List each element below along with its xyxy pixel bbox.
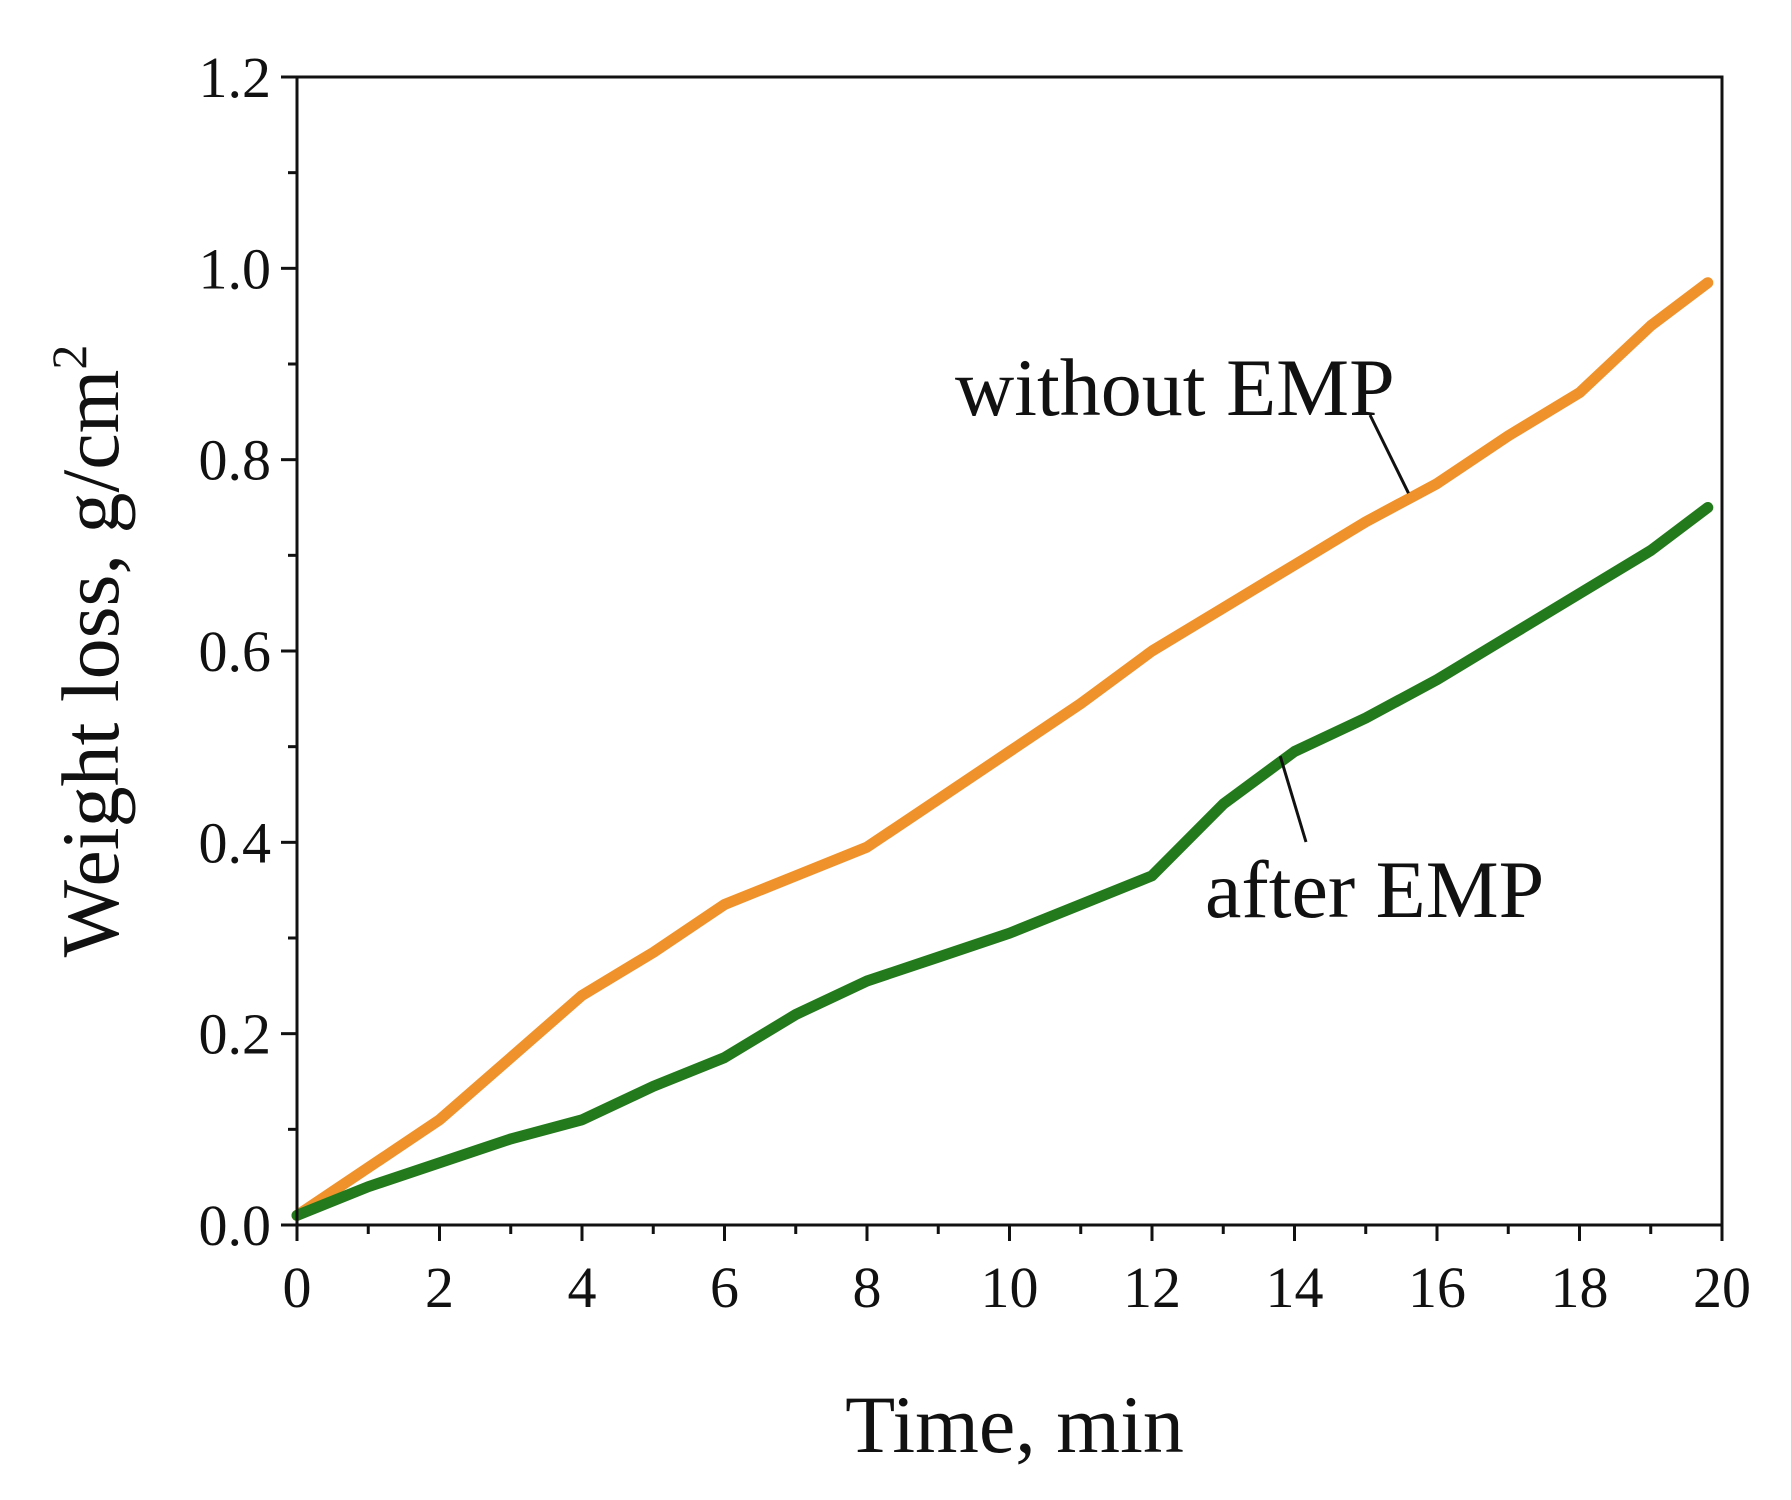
labels-layer: 0 2 4 6 8 10 12 14 16 18 20 0.0 0.2 0.4 0.6 0.8 1.0 1.2: [199, 45, 1752, 1320]
x-tick-label: 12: [1123, 1255, 1181, 1320]
series-line-without-emp: [291, 277, 1714, 1221]
x-tick-label: 8: [853, 1255, 882, 1320]
x-tick-label: 2: [425, 1255, 454, 1320]
series-line-after-emp: [291, 502, 1714, 1221]
x-tick-label: 20: [1693, 1255, 1751, 1320]
x-tick-label: 10: [981, 1255, 1039, 1320]
y-tick-label: 0.2: [199, 1002, 272, 1067]
x-tick-label: 18: [1551, 1255, 1609, 1320]
y-tick-label: 0.0: [199, 1193, 272, 1258]
x-tick-label: 0: [283, 1255, 312, 1320]
annotation-leader-line: [1278, 755, 1308, 843]
annotation-after-emp: after EMP: [1205, 844, 1544, 935]
y-axis-title: Weight loss, g/cm2: [41, 345, 136, 958]
y-tick-label: 1.2: [199, 45, 272, 110]
y-tick-label: 1.0: [199, 236, 272, 301]
x-axis-title: Time, min: [845, 1379, 1184, 1470]
x-tick-label: 6: [710, 1255, 739, 1320]
y-tick-label: 0.4: [199, 810, 272, 875]
x-tick-label: 16: [1408, 1255, 1466, 1320]
y-tick-label: 0.6: [199, 619, 272, 684]
x-tick-label: 14: [1266, 1255, 1324, 1320]
y-axis-title-superscript: 2: [41, 345, 97, 370]
plot-frame: [295, 75, 1724, 1227]
y-tick-label: 0.8: [199, 428, 272, 493]
series-layer: [291, 277, 1714, 1221]
annotations-layer: without EMP after EMP: [955, 342, 1544, 935]
annotation-leader-line: [1368, 414, 1410, 494]
x-tick-label: 4: [568, 1255, 597, 1320]
y-axis-title-text: Weight loss, g/cm: [45, 370, 136, 958]
annotation-without-emp: without EMP: [955, 342, 1395, 433]
